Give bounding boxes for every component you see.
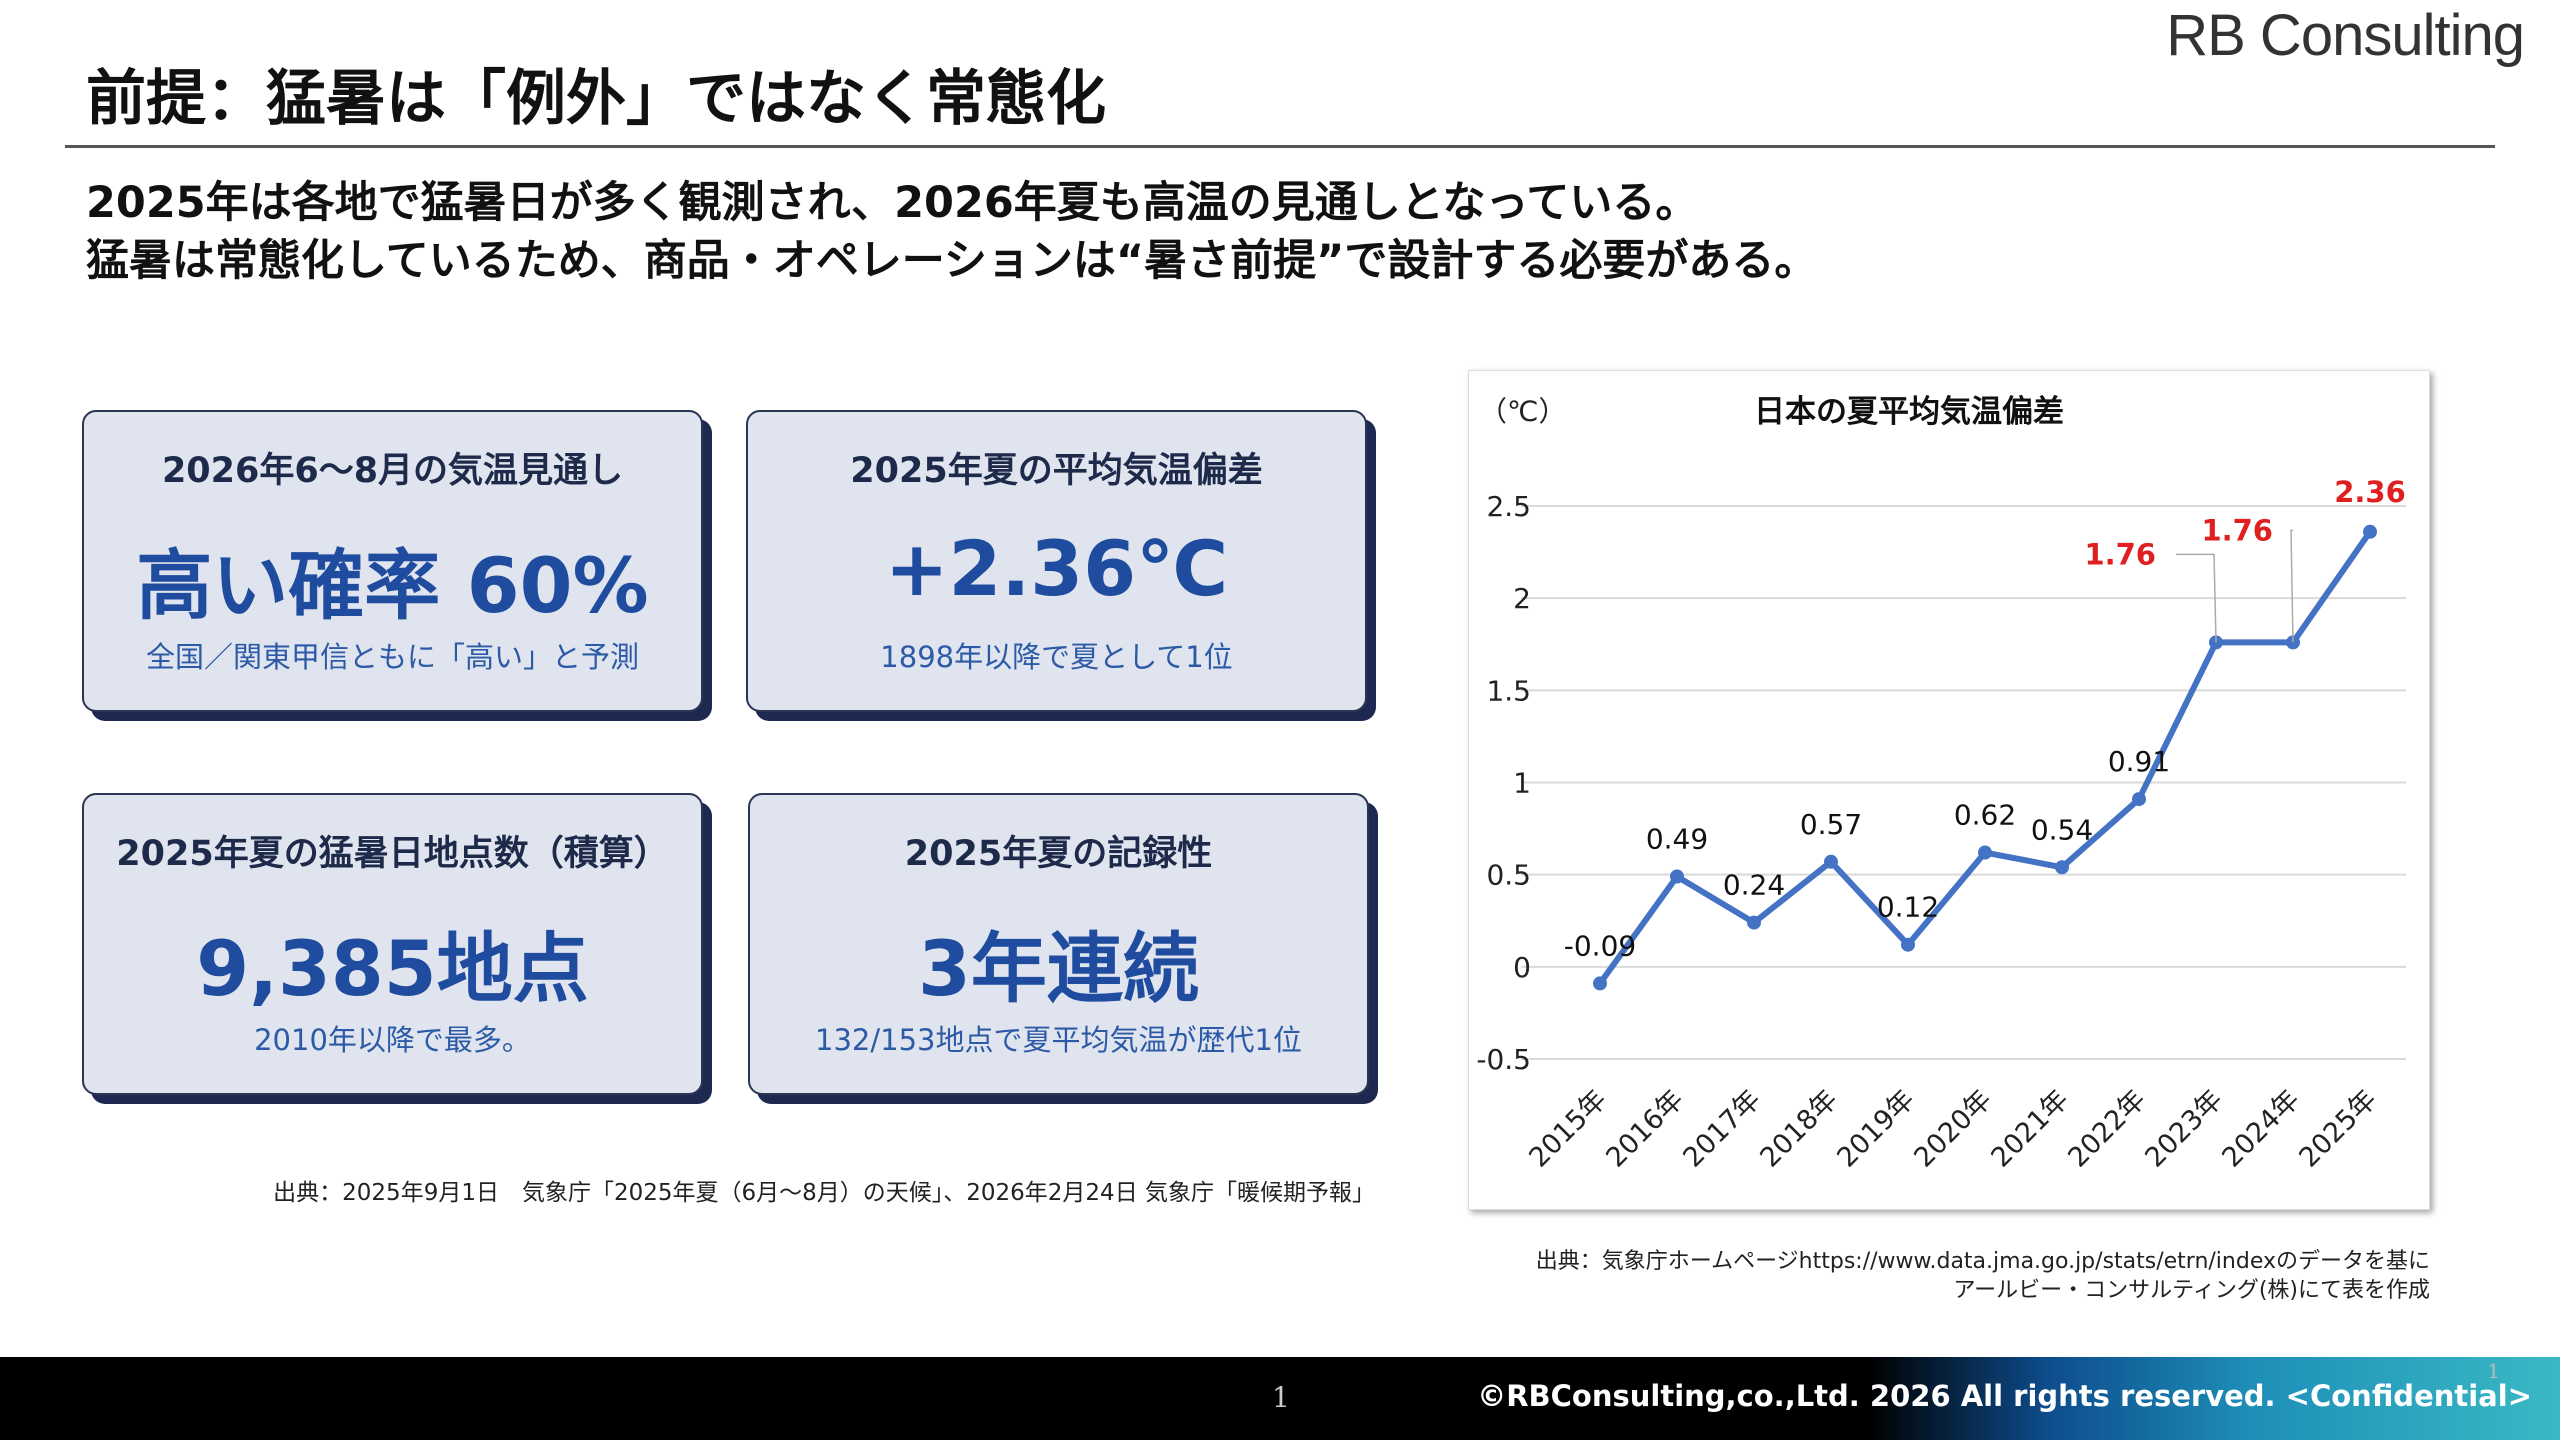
data-label: 0.91 <box>2108 745 2170 778</box>
x-tick-label: 2025年 <box>2293 1084 2383 1174</box>
leader-line <box>2290 529 2294 643</box>
card-value: 3年連続 <box>918 924 1199 1013</box>
data-point <box>2055 860 2069 875</box>
card-sub: 全国／関東甲信ともに「高い」と予測 <box>145 640 639 674</box>
card-title: 2026年6～8月の気温見通し <box>161 451 624 491</box>
card-sub: 2010年以降で最多。 <box>254 1023 531 1057</box>
card-value: 高い確率 60% <box>136 541 649 630</box>
card-temp-deviation: 2025年夏の平均気温偏差 +2.36℃ 1898年以降で夏として1位 <box>746 410 1367 712</box>
y-tick-label: 0.5 <box>1486 859 1531 892</box>
lead-line-2: 猛暑は常態化しているため、商品・オペレーションは“暑さ前提”で設計する必要がある… <box>86 236 1818 286</box>
card-value: +2.36℃ <box>884 524 1229 613</box>
data-point <box>1901 937 1915 952</box>
title-divider <box>65 145 2495 148</box>
x-tick-label: 2023年 <box>2139 1084 2229 1174</box>
y-tick-label: 0 <box>1513 951 1531 984</box>
y-tick-label: 2 <box>1513 582 1531 615</box>
y-tick-label: 1.5 <box>1486 674 1531 707</box>
y-tick-label: -0.5 <box>1476 1043 1531 1076</box>
chart-source: 出典：気象庁ホームページhttps://www.data.jma.go.jp/s… <box>1536 1247 2430 1305</box>
chart-source-line-1: 出典：気象庁ホームページhttps://www.data.jma.go.jp/s… <box>1535 1249 2430 1274</box>
chart-title: 日本の夏平均気温偏差 <box>1754 394 2064 430</box>
card-title: 2025年夏の平均気温偏差 <box>850 451 1263 491</box>
data-point <box>2363 524 2377 539</box>
lead-line-1: 2025年は各地で猛暑日が多く観測され、2026年夏も高温の見通しとなっている。 <box>86 178 1699 228</box>
data-point <box>2132 792 2146 807</box>
data-point <box>1824 854 1838 869</box>
cards-source: 出典：2025年9月1日 気象庁「2025年夏（6月～8月）の天候」、2026年… <box>273 1180 1375 1206</box>
data-label: 2.36 <box>2334 475 2406 509</box>
footer-bar: 1 1 ©RBConsulting,co.,Ltd. 2026 All righ… <box>0 1357 2560 1440</box>
data-line <box>1597 530 2373 986</box>
x-tick-label: 2019年 <box>1831 1084 1921 1174</box>
page-title: 前提：猛暑は「例外」ではなく常態化 <box>86 64 1106 134</box>
card-forecast: 2026年6～8月の気温見通し 高い確率 60% 全国／関東甲信ともに「高い」と… <box>82 410 703 712</box>
x-tick-label: 2016年 <box>1600 1084 1690 1174</box>
x-tick-label: 2018年 <box>1754 1084 1844 1174</box>
temperature-deviation-chart: 日本の夏平均気温偏差 （℃） -0.5 0 0.5 1 1.5 2 2.5 -0.09 2015年 0… <box>1476 394 2406 1174</box>
data-point <box>1978 845 1992 860</box>
y-axis-unit: （℃） <box>1479 395 1566 428</box>
data-label: 0.54 <box>2031 813 2093 846</box>
data-point <box>1593 976 1607 991</box>
y-tick-label: 2.5 <box>1486 490 1531 523</box>
data-point <box>1747 915 1761 930</box>
data-label: -0.09 <box>1564 929 1636 962</box>
leader-line <box>2176 553 2217 643</box>
card-record: 2025年夏の記録性 3年連続 132/153地点で夏平均気温が歴代1位 <box>748 793 1369 1095</box>
x-tick-label: 2017年 <box>1677 1084 1767 1174</box>
card-title: 2025年夏の猛暑日地点数（積算） <box>116 834 669 874</box>
copyright: ©RBConsulting,co.,Ltd. 2026 All rights r… <box>1477 1379 2532 1413</box>
data-label: 0.12 <box>1877 891 1939 924</box>
data-label: 0.49 <box>1646 823 1708 856</box>
data-label: 0.24 <box>1723 869 1785 902</box>
card-value: 9,385地点 <box>196 924 589 1013</box>
x-tick-label: 2024年 <box>2216 1084 2306 1174</box>
company-logo: RB Consulting <box>2166 3 2525 68</box>
card-sub: 132/153地点で夏平均気温が歴代1位 <box>815 1023 1302 1057</box>
x-tick-label: 2020年 <box>1908 1084 1998 1174</box>
data-label: 1.76 <box>2084 537 2156 571</box>
chart-source-line-2: アールビー・コンサルティング(株)にて表を作成 <box>1953 1278 2430 1303</box>
x-tick-label: 2022年 <box>2062 1084 2152 1174</box>
data-label: 0.62 <box>1954 799 2016 832</box>
x-tick-label: 2021年 <box>1985 1084 2075 1174</box>
chart-panel: 日本の夏平均気温偏差 （℃） -0.5 0 0.5 1 1.5 2 2.5 -0.09 2015年 0… <box>1468 370 2430 1210</box>
card-title: 2025年夏の記録性 <box>904 834 1213 874</box>
x-tick-label: 2015年 <box>1523 1084 1613 1174</box>
card-sub: 1898年以降で夏として1位 <box>880 640 1233 674</box>
data-label: 0.57 <box>1800 808 1862 841</box>
card-hot-days: 2025年夏の猛暑日地点数（積算） 9,385地点 2010年以降で最多。 <box>82 793 703 1095</box>
page-number-small: 1 <box>2487 1359 2500 1383</box>
y-tick-label: 1 <box>1513 767 1531 800</box>
page-number: 1 <box>1272 1381 1290 1414</box>
data-label: 1.76 <box>2201 513 2273 547</box>
data-point <box>1670 869 1684 884</box>
